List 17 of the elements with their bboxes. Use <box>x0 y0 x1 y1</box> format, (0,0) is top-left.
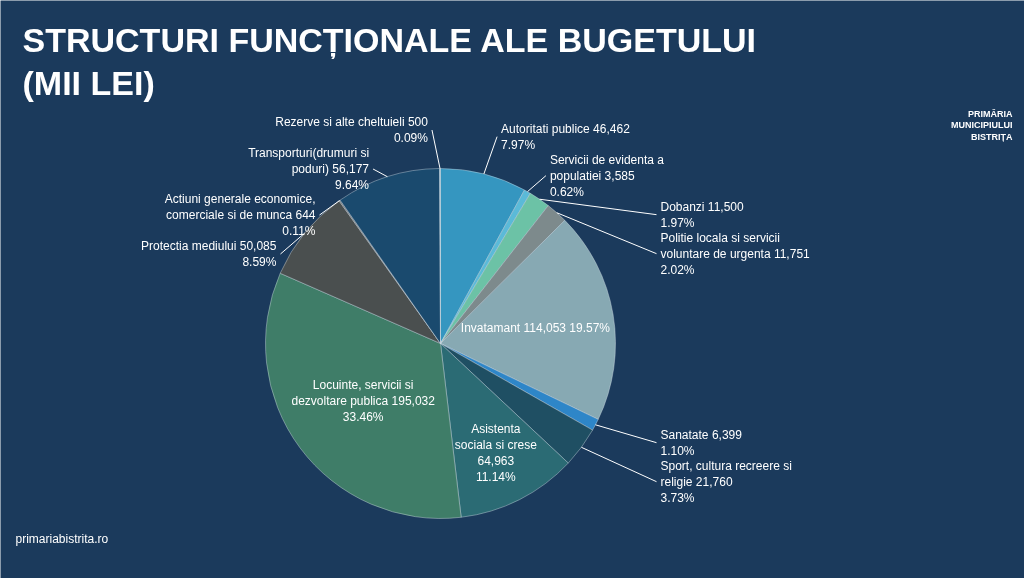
slice-label: Dobanzi 11,500 1.97% <box>660 199 744 230</box>
slice-label: Rezerve si alte cheltuieli 500 0.09% <box>275 114 429 146</box>
slice-label: Actiuni generale economice, comerciale si de munca 644 0.11% <box>164 191 316 239</box>
slice-label: Asistenta sociala si crese <box>454 421 538 452</box>
slice-label: Sanatate 6,399 1.10% <box>660 427 743 458</box>
slice-label: Transporturi(drumuri si poduri) 56,177 9.64% <box>248 145 370 193</box>
slice-label: Servicii de evidenta a populatiei 3,585 0.62% <box>549 152 665 199</box>
slice-label: Autoritati publice 46,462 7.97% <box>501 121 631 152</box>
text: primariabistrita.ro <box>15 531 109 546</box>
slice-label: Protectia mediului 50,085 8.59% <box>141 238 277 270</box>
slice-label: Sport, cultura recreere si religie 21,760 3.73% <box>660 458 792 505</box>
slice-label: Locuinte, servicii si dezvoltare publica 195,032 33.46% <box>291 377 436 424</box>
data-label: 64,963 11.14% <box>475 453 517 484</box>
text: PRIMĂRIA MUNICIPIULUI BISTRIȚA <box>951 108 1013 142</box>
slice-label: Politie locala si servicii voluntare de urgenta 11,751 2.02% <box>660 230 811 277</box>
chart-title: STRUCTURI FUNCȚIONALE ALE BUGETULUI (MII LEI) <box>22 20 756 103</box>
slice-label: Invatamant 114,053 19.57% <box>460 320 611 335</box>
